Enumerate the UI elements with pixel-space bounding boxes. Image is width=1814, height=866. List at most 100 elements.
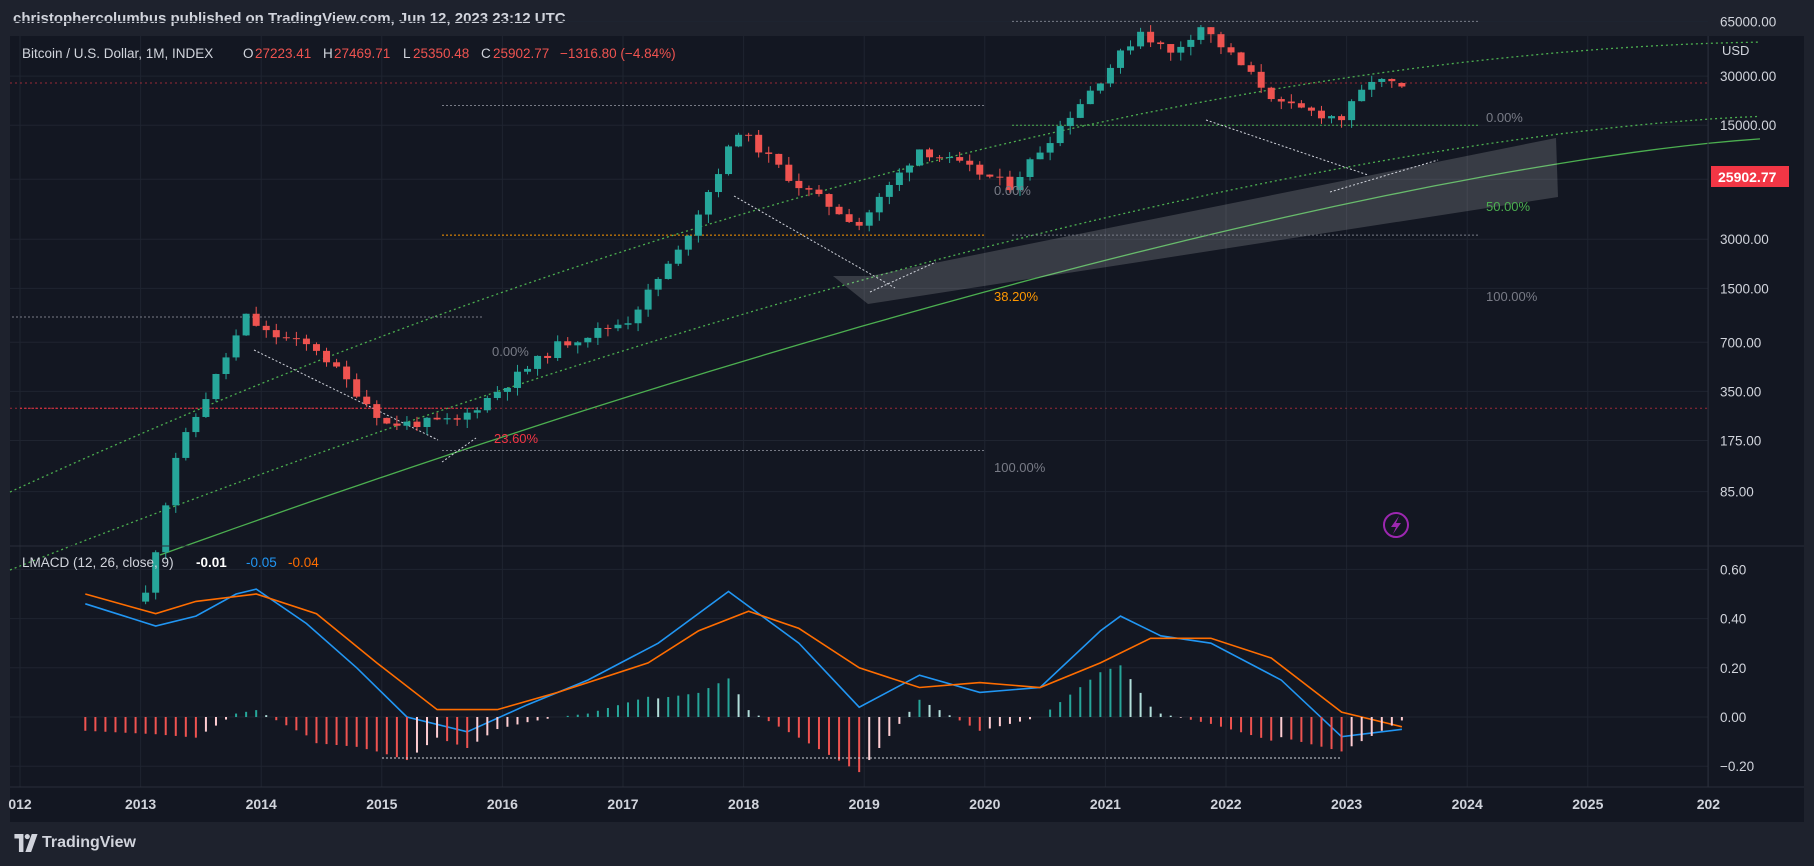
candle-body [674, 249, 682, 264]
candle-body [1016, 176, 1024, 191]
candle-body [1388, 78, 1396, 82]
candle-body [1348, 101, 1356, 121]
macd-pane [84, 588, 1403, 773]
candle-body [312, 344, 320, 351]
legend-high: 27469.71 [334, 46, 390, 61]
candle-body [765, 152, 773, 154]
candle-body [1197, 27, 1205, 40]
candle-body [885, 184, 893, 197]
x-tick-label: 202 [1697, 796, 1721, 812]
legend-low: 25350.48 [413, 46, 469, 61]
candle-body [1137, 31, 1145, 47]
y-tick-label: 85.00 [1720, 485, 1754, 500]
x-tick-label: 2020 [969, 796, 1000, 812]
brand-text: TradingView [42, 834, 136, 851]
breakout-2015 [441, 437, 477, 463]
candle-body [745, 134, 753, 136]
candle-body [825, 194, 833, 207]
publisher-bar: christophercolumbus published on Trading… [0, 0, 1814, 36]
y-tick-label: 15000.00 [1720, 118, 1776, 133]
candle-body [1338, 116, 1346, 121]
candle-body [1006, 176, 1014, 191]
candle-body [202, 399, 210, 417]
candle-body [1187, 39, 1195, 47]
trendline-2014 [253, 349, 439, 441]
candle-body [1297, 103, 1305, 108]
x-tick-label: 2024 [1452, 796, 1483, 812]
fib-b-100: 100.00% [1486, 289, 1538, 304]
candle-body [292, 338, 300, 340]
candle-body [1127, 46, 1135, 51]
signal-line [85, 593, 1403, 728]
legend-o-label: O [243, 46, 254, 61]
legend-close: 25902.77 [493, 46, 549, 61]
candle-body [1147, 31, 1155, 43]
candle-body [242, 313, 250, 336]
candle-body [1116, 50, 1124, 68]
macd-y-tick: 0.20 [1720, 661, 1746, 676]
candle-body [212, 373, 220, 400]
candle-body [835, 206, 843, 215]
x-tick-label: 2019 [849, 796, 880, 812]
fib-b-38: 38.20% [994, 289, 1039, 304]
candle-body [1267, 87, 1275, 100]
candle-body [845, 214, 853, 222]
candle-body [755, 134, 763, 153]
fib-c-50: 50.00% [1486, 199, 1531, 214]
publisher-text: christophercolumbus published on Trading… [13, 10, 566, 27]
fib-a-0: 0.00% [492, 344, 529, 359]
macd-y-tick: −0.20 [1720, 759, 1754, 774]
candle-body [936, 157, 944, 159]
macd-title: LMACD (12, 26, close, 9) [22, 555, 174, 570]
shaded-band [833, 138, 1558, 304]
x-tick-label: 2015 [366, 796, 397, 812]
candle-body [1086, 90, 1094, 105]
candle-body [1277, 99, 1285, 102]
y-tick-label: 175.00 [1720, 434, 1761, 449]
candle-body [162, 505, 170, 553]
candle-body [976, 164, 984, 175]
candle-body [262, 325, 270, 331]
candle-body [644, 289, 652, 310]
y-tick-label: 1500.00 [1720, 281, 1769, 296]
candle-body [353, 379, 361, 397]
candle-body [865, 212, 873, 226]
candle-body [614, 324, 622, 329]
candle-body [775, 153, 783, 165]
candle-body [875, 196, 883, 213]
candle-body [1207, 27, 1215, 35]
candle-body [684, 235, 692, 250]
fib-retracements [12, 20, 1478, 463]
legend-change: −1316.80 (−4.84%) [560, 46, 676, 61]
candle-body [363, 396, 371, 405]
candle-body [574, 342, 582, 346]
candle-body [252, 313, 260, 326]
candle-body [735, 134, 743, 147]
candle-body [795, 180, 803, 189]
price-tag: 25902.77 [1718, 169, 1777, 185]
candle-body [624, 323, 632, 325]
breakout-2023 [1329, 159, 1439, 193]
candle-body [142, 592, 150, 602]
candle-body [1378, 78, 1386, 82]
candle-body [815, 189, 823, 195]
candle-body [1177, 46, 1185, 53]
macd-y-tick: 0.40 [1720, 612, 1746, 627]
candle-body [544, 355, 552, 358]
candle-body [664, 263, 672, 279]
mid-channel [9, 115, 1761, 571]
candle-body [805, 188, 813, 190]
fib-a-23: 23.60% [494, 431, 539, 446]
x-tick-label: 2021 [1090, 796, 1121, 812]
fib-a-100: 100.00% [994, 460, 1046, 475]
candle-body [222, 357, 230, 374]
lightning-icon[interactable] [1383, 512, 1409, 538]
y-tick-label: 700.00 [1720, 335, 1761, 350]
axes: 012 2013 2014 2015 2016 2017 2018 2019 2020 2021 2… [8, 14, 1804, 812]
y-tick-label: 3000.00 [1720, 232, 1769, 247]
candle-body [534, 355, 542, 369]
candle-body [1247, 65, 1255, 72]
grid [10, 20, 1709, 787]
candle-body [1066, 117, 1074, 127]
